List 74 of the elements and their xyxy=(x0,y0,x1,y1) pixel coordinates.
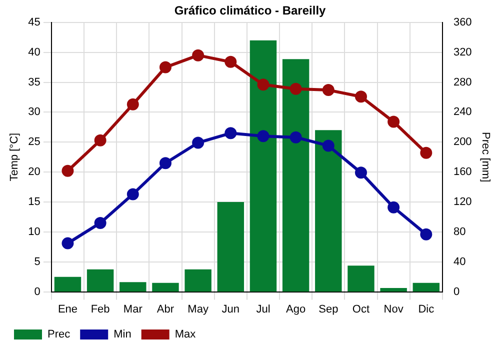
x-tick-label: Sep xyxy=(318,303,338,316)
y-tick-label: 15 xyxy=(28,196,40,208)
y-axis-title: Temp [°C] xyxy=(8,132,21,182)
legend-label: Max xyxy=(174,328,196,341)
y2-tick-label: 360 xyxy=(453,16,472,28)
y2-tick-label: 200 xyxy=(453,136,472,148)
bar xyxy=(412,282,440,292)
legend-label: Prec xyxy=(48,328,71,341)
y2-tick-label: 280 xyxy=(453,76,472,88)
point xyxy=(192,136,204,149)
y2-tick-label: 120 xyxy=(453,196,472,208)
x-tick-label: Feb xyxy=(90,303,110,316)
x-tick-label: Nov xyxy=(384,303,404,316)
y-tick-label: 0 xyxy=(34,286,40,298)
point xyxy=(192,49,204,62)
x-tick-label: Dic xyxy=(418,303,435,316)
y2-tick-label: 40 xyxy=(453,256,466,268)
y-tick-label: 25 xyxy=(28,136,40,148)
bar xyxy=(120,282,146,292)
bar xyxy=(184,269,212,292)
y-tick-label: 10 xyxy=(28,226,40,238)
point xyxy=(126,188,139,200)
point xyxy=(94,216,106,229)
bar xyxy=(217,202,244,292)
point xyxy=(290,131,302,144)
point xyxy=(257,130,270,142)
bar xyxy=(380,288,407,292)
point xyxy=(354,166,367,179)
point xyxy=(126,98,139,110)
point xyxy=(257,78,270,91)
point xyxy=(322,84,334,96)
bar xyxy=(348,266,374,292)
point xyxy=(159,61,172,74)
y-tick-label: 30 xyxy=(28,106,40,118)
point xyxy=(94,134,106,146)
y2-axis-title: Prec [mm] xyxy=(479,132,492,182)
bar xyxy=(86,269,114,292)
y2-tick-label: 320 xyxy=(453,46,472,58)
y2-tick-label: 160 xyxy=(453,166,472,178)
x-tick-label: Abr xyxy=(156,303,174,316)
point xyxy=(420,146,432,159)
bar xyxy=(152,282,179,292)
legend-label: Min xyxy=(114,328,132,341)
x-tick-label: Ene xyxy=(58,303,78,316)
point xyxy=(224,127,237,140)
y2-tick-label: 240 xyxy=(453,106,472,118)
point xyxy=(388,116,400,128)
chart-title: Gráfico climático - Bareilly xyxy=(174,4,326,18)
bar xyxy=(250,40,277,292)
y2-tick-label: 0 xyxy=(453,286,460,298)
point xyxy=(354,90,367,103)
y-tick-label: 45 xyxy=(28,16,40,28)
x-tick-label: Mar xyxy=(123,303,143,316)
x-tick-label: Jul xyxy=(256,303,270,316)
y-tick-label: 35 xyxy=(28,76,40,88)
point xyxy=(420,228,432,240)
y2-tick-label: 80 xyxy=(453,226,466,238)
point xyxy=(62,164,74,177)
point xyxy=(388,201,400,214)
bar xyxy=(315,130,342,292)
y-tick-label: 40 xyxy=(28,46,40,58)
point xyxy=(62,237,74,250)
point xyxy=(224,56,237,68)
point xyxy=(159,157,172,170)
y-tick-label: 20 xyxy=(28,166,40,178)
y-tick-label: 5 xyxy=(34,256,40,268)
bar xyxy=(282,59,310,292)
x-tick-label: May xyxy=(188,303,209,316)
bar xyxy=(54,276,82,292)
x-tick-label: Oct xyxy=(352,303,370,316)
point xyxy=(322,140,334,152)
x-tick-label: Ago xyxy=(286,303,306,316)
x-tick-label: Jun xyxy=(222,303,240,316)
point xyxy=(290,82,302,95)
